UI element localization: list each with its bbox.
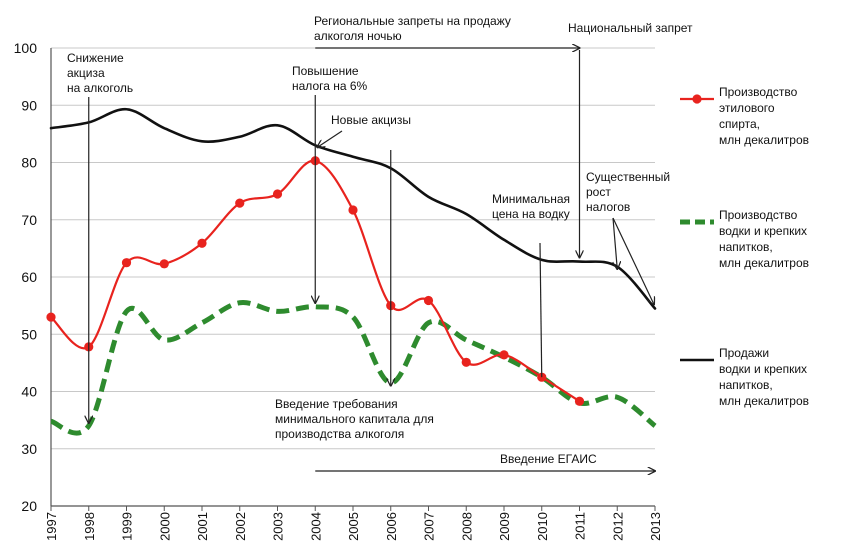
y-tick-label: 60 <box>21 269 37 285</box>
x-tick-label: 1999 <box>120 512 135 541</box>
legend-label-1: Производство <box>719 85 798 99</box>
legend-label-1: спирта, <box>719 117 760 131</box>
x-tick-label: 2006 <box>384 512 399 541</box>
legend-label-3: напитков, <box>719 378 773 392</box>
legend-label-3: водки и крепких <box>719 362 807 376</box>
annotation-regional-ban: алкоголя ночью <box>314 29 402 43</box>
annotation-tax6: налога на 6% <box>292 79 368 93</box>
x-tick-label: 2002 <box>233 512 248 541</box>
x-tick-label: 1998 <box>82 512 97 541</box>
annotation-min-capital: Введение требования <box>275 397 398 411</box>
x-tick-label: 2007 <box>422 512 437 541</box>
x-tick-label: 2000 <box>157 512 172 541</box>
y-tick-label: 40 <box>21 384 37 400</box>
annotation-excise: Снижение <box>67 51 124 65</box>
legend-label-2: Производство <box>719 208 798 222</box>
arrow-new-excise <box>317 130 343 147</box>
series-layer <box>46 107 657 436</box>
arrow-tax-growth-2012 <box>612 217 617 269</box>
arrow-tax-growth-2013 <box>612 217 654 304</box>
annotation-new-excise: Новые акцизы <box>331 113 411 127</box>
annotation-excise: акциза <box>67 66 105 80</box>
legend: Производство этилового спирта, млн декалитр… <box>680 85 809 408</box>
series-1-point <box>348 205 358 215</box>
series-1-point <box>197 238 207 248</box>
series-1-point <box>121 258 132 268</box>
axes: 20 30 40 50 60 70 80 90 100 1997 1998 1999 2000 2001 2… <box>14 40 663 541</box>
y-tick-label: 90 <box>21 97 37 113</box>
series-1-point <box>423 295 434 306</box>
x-tick-label: 2010 <box>535 512 550 541</box>
y-tick-label: 70 <box>21 212 37 228</box>
grid <box>51 47 655 450</box>
annotation-national-ban: Национальный запрет <box>568 21 693 35</box>
annotation-min-price: цена на водку <box>492 207 570 221</box>
x-tick-label: 2012 <box>610 512 625 541</box>
series-1-point <box>574 396 585 406</box>
x-tick-label: 2013 <box>648 512 663 541</box>
y-tick-label: 30 <box>21 441 37 457</box>
annotation-regional-ban: Региональные запреты на продажу <box>314 14 511 28</box>
annotation-tax-growth: Существенный <box>586 170 670 184</box>
y-tick-label: 80 <box>21 155 37 171</box>
series-1-point <box>235 198 245 208</box>
series-line-3 <box>49 107 657 310</box>
legend-label-3: млн декалитров <box>719 394 809 408</box>
series-1-point <box>499 350 509 360</box>
annotation-egais: Введение ЕГАИС <box>500 452 597 466</box>
legend-label-1: этилового <box>719 101 775 115</box>
series-1-point <box>461 357 471 367</box>
x-tick-label: 2001 <box>195 512 210 541</box>
annotation-tax-growth: рост <box>586 185 611 199</box>
legend-label-3: Продажи <box>719 346 769 360</box>
series-1-point <box>46 312 56 322</box>
series-1-point <box>272 189 283 199</box>
y-tick-label: 100 <box>14 40 38 56</box>
legend-label-2: млн декалитров <box>719 256 809 270</box>
series-1-point <box>159 259 169 269</box>
y-tick-label: 50 <box>21 326 37 342</box>
legend-label-1: млн декалитров <box>719 133 809 147</box>
x-tick-label: 2008 <box>459 512 474 541</box>
x-tick-label: 2003 <box>271 512 286 541</box>
x-tick-label: 2011 <box>573 512 588 540</box>
x-tick-label: 2004 <box>308 512 323 541</box>
x-tick-label: 2009 <box>497 512 512 541</box>
y-tick-label: 20 <box>21 498 37 514</box>
annotation-tax-growth: налогов <box>586 200 630 214</box>
legend-marker-1 <box>692 94 702 104</box>
annotation-min-capital: минимального капитала для <box>275 412 434 426</box>
arrow-min-price <box>539 242 543 378</box>
annotation-min-price: Минимальная <box>492 192 570 206</box>
annotation-tax6: Повышение <box>292 64 359 78</box>
legend-label-2: напитков, <box>719 240 773 254</box>
annotation-min-capital: производства алкоголя <box>275 427 404 441</box>
legend-label-2: водки и крепких <box>719 224 807 238</box>
x-tick-label: 2005 <box>346 512 361 541</box>
annotation-excise: на алкоголь <box>67 81 133 95</box>
x-tick-label: 1997 <box>44 512 59 541</box>
